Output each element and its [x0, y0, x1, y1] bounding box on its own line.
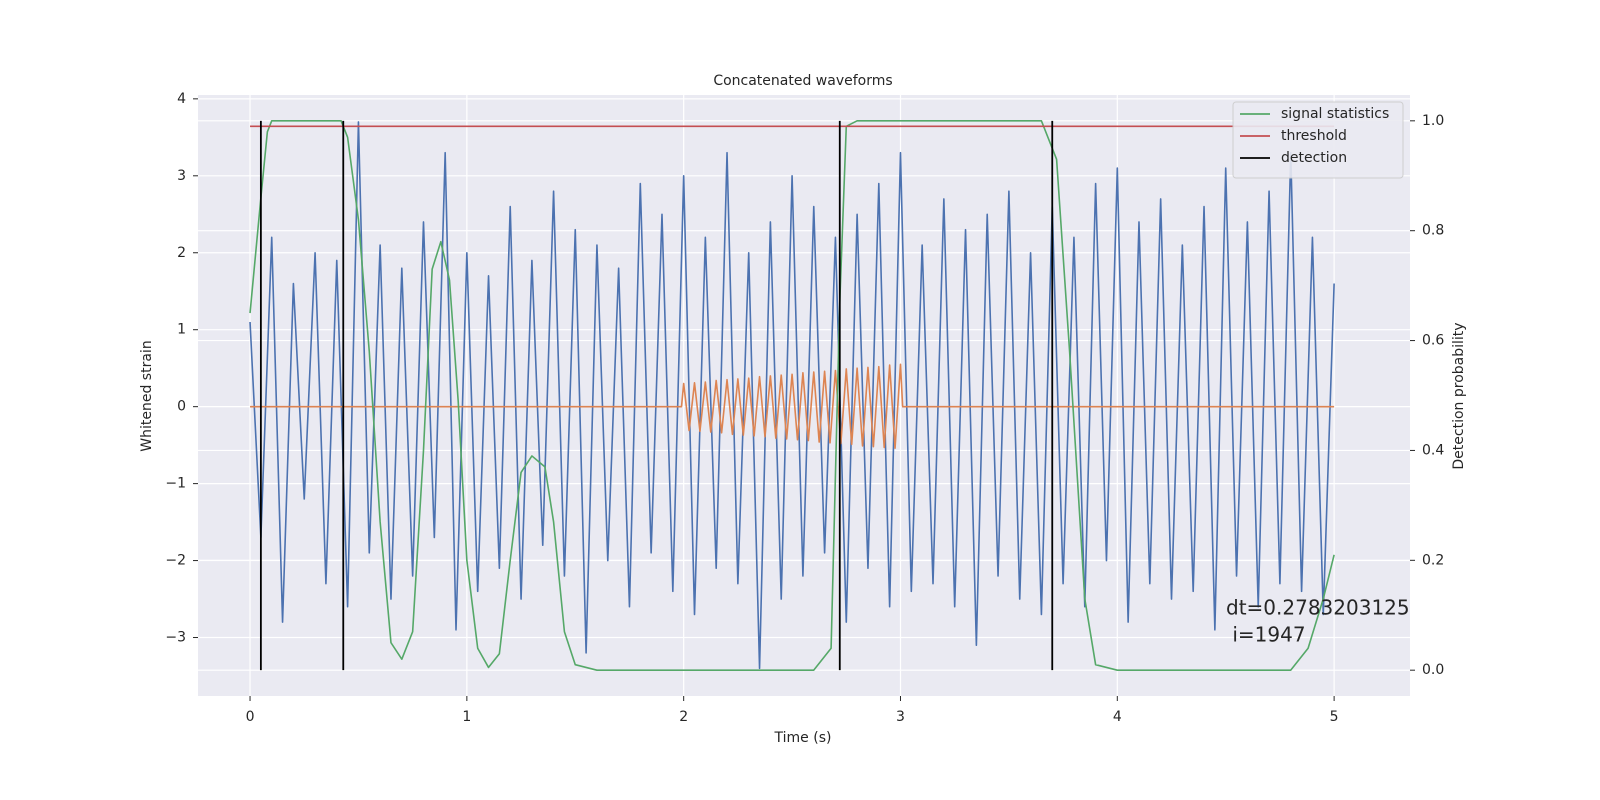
y-tick-label: 1: [177, 322, 186, 338]
y2-axis-label: Detection probability: [1451, 322, 1467, 469]
y-tick-label: 2: [177, 245, 186, 261]
y-tick-label: −3: [165, 630, 186, 646]
legend-box: [1232, 101, 1404, 179]
y-tick-label: 0: [177, 399, 186, 415]
series-line: [249, 120, 1335, 671]
annotation: dt=0.2783203125: [1226, 596, 1410, 620]
legend: signal statistics threshold detection: [1232, 101, 1404, 179]
legend-label: detection: [1281, 150, 1347, 166]
x-tick-label: 2: [679, 709, 688, 725]
x-tick-label: 0: [246, 709, 255, 725]
y2-tick-label: 0.2: [1422, 552, 1444, 568]
y-tick-label: 4: [177, 91, 186, 107]
y2-tick-label: 1.0: [1422, 113, 1444, 129]
y-axis-label: Whitened strain: [139, 340, 155, 451]
y2-tick-label: 0.4: [1422, 442, 1444, 458]
y2-tick-label: 0.6: [1422, 333, 1444, 349]
series-line: [250, 363, 1335, 450]
chart-title: Concatenated waveforms: [713, 73, 892, 89]
y2-tick-label: 0.8: [1422, 223, 1444, 239]
legend-label: threshold: [1281, 128, 1347, 144]
y-tick-label: −1: [165, 476, 186, 492]
annotation: i=1947: [1226, 623, 1306, 647]
x-tick-label: 1: [462, 709, 471, 725]
x-tick-label: 5: [1330, 709, 1339, 725]
marks: [249, 120, 1335, 671]
y2-tick-label: 0.0: [1422, 662, 1444, 678]
y-tick-label: −2: [165, 553, 186, 569]
y-tick-label: 3: [177, 168, 186, 184]
labels: 0 1 2 3 4 5 −3 −2 −1 0 1 2 3 4 0.0 0.2 0.4 0.6 0.8 1.0: [165, 91, 1444, 725]
legend-label: signal statistics: [1281, 106, 1389, 122]
series-line: [249, 121, 1335, 670]
x-axis-label: Time (s): [774, 730, 832, 746]
x-tick-label: 3: [896, 709, 905, 725]
x-tick-label: 4: [1113, 709, 1122, 725]
